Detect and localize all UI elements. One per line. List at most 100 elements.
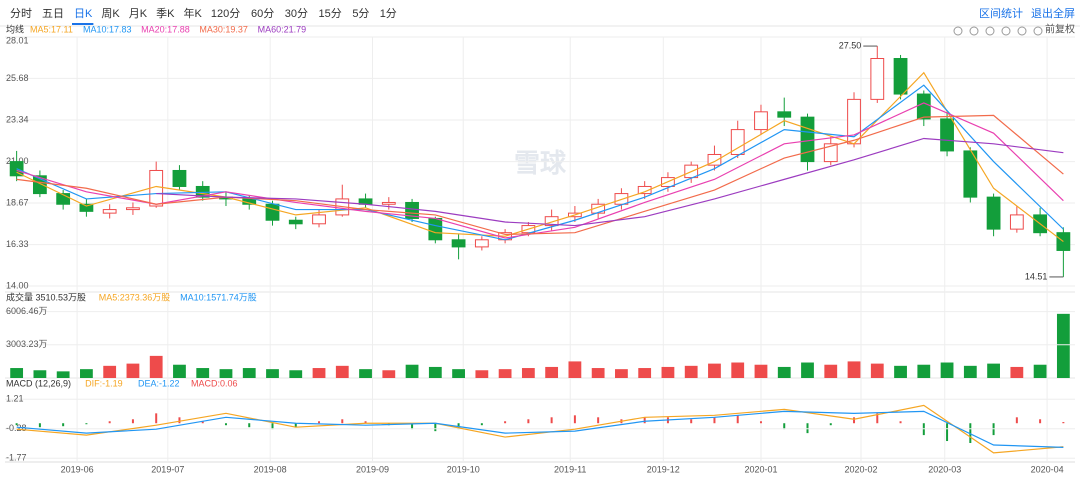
watermark: 雪球 [514, 148, 567, 178]
tab[interactable]: 日K [74, 8, 93, 20]
volume-bar [591, 368, 605, 378]
volume-bar [219, 369, 233, 378]
x-tick-label: 2020-04 [1031, 464, 1064, 474]
tab[interactable]: 月K [129, 8, 148, 20]
zoom-icons [953, 26, 1043, 36]
tab[interactable]: 1分 [380, 7, 397, 20]
candle-body [1009, 214, 1024, 230]
volume-bar [987, 363, 1000, 378]
volume-bar [801, 362, 814, 378]
tab[interactable]: 年K [184, 6, 203, 20]
icon[interactable] [1017, 26, 1027, 36]
candle-body [963, 150, 978, 198]
candle-body [893, 58, 908, 95]
candle-body [474, 239, 489, 248]
x-tick-label: 2019-11 [554, 464, 586, 474]
volume-bar [382, 370, 396, 378]
tab[interactable]: 5分 [352, 7, 369, 20]
volume-bar [731, 362, 745, 378]
legend-entry: MA5:2373.36万股 [99, 292, 171, 302]
candle-body [823, 143, 838, 163]
y-tick-label: 14.00 [6, 280, 29, 290]
x-tick-label: 2019-06 [61, 464, 94, 474]
volume-bar [777, 366, 791, 378]
volume-bar [359, 369, 372, 378]
tab[interactable]: 120分 [211, 7, 240, 20]
tab[interactable]: 季K [156, 7, 175, 20]
volume-bar [870, 363, 884, 378]
icon[interactable] [1001, 26, 1011, 36]
volume-bar [568, 361, 582, 378]
icon[interactable] [969, 26, 979, 36]
y-tick-label: 3003.23万 [6, 339, 48, 349]
tab[interactable]: 30分 [285, 7, 308, 20]
volume-title: 成交量 3510.53万股 [6, 291, 86, 302]
ma-line [16, 71, 1064, 243]
volume-bar [405, 364, 419, 378]
legend-entry: MA10:17.83 [83, 24, 132, 34]
tab[interactable]: 周K [101, 7, 120, 20]
volume-bar [684, 365, 698, 378]
candle-body [707, 153, 722, 166]
tab[interactable]: 分时 [10, 7, 32, 20]
volume-bar [242, 368, 256, 378]
ma-title: 均线 [6, 23, 24, 34]
candle-body [428, 217, 443, 241]
legend-entry: MA20:17.88 [141, 24, 190, 34]
icon[interactable] [1033, 26, 1043, 36]
candle-body [288, 219, 303, 225]
y-tick-label: 25.68 [6, 73, 29, 83]
volume-bar [894, 365, 907, 378]
x-tick-label: 2019-07 [151, 464, 184, 474]
icon[interactable] [985, 26, 995, 36]
candle-body [777, 111, 792, 118]
candle-body [451, 239, 466, 248]
volume-bar [708, 363, 721, 378]
ma-line [16, 114, 1064, 236]
y-tick-label: 16.33 [6, 239, 29, 249]
toolbar-link[interactable]: 区间统计 [979, 7, 1023, 20]
candle-body [126, 207, 140, 211]
volume-bar [917, 364, 931, 378]
candle-body [405, 201, 419, 219]
y-tick-label: 28.01 [6, 35, 29, 45]
x-tick-label: 2020-01 [744, 464, 777, 474]
candle-body [870, 58, 885, 100]
tab[interactable]: 60分 [251, 7, 274, 20]
y-tick-label: 18.67 [6, 197, 29, 207]
volume-bar [754, 364, 768, 378]
volume-bar [33, 370, 47, 378]
volume-bar [103, 365, 117, 378]
legend-entry: MACD:0.06 [191, 378, 238, 388]
volume-bar [498, 369, 512, 378]
legend-entry: MA60:21.79 [258, 24, 307, 34]
volume-bar [289, 370, 303, 378]
volume-bar [452, 369, 465, 378]
x-tick-label: 2019-12 [647, 464, 680, 474]
icon[interactable] [953, 26, 963, 36]
volume-bar [196, 368, 210, 378]
volume-bar [940, 362, 954, 378]
candle-body [940, 118, 954, 152]
volume-bar [1056, 313, 1070, 378]
annotation: 27.50 [839, 40, 862, 50]
legend-entry: MA10:1571.74万股 [180, 292, 257, 302]
adjust-mode[interactable]: 前复权 [1045, 23, 1075, 36]
tab[interactable]: 15分 [319, 7, 342, 20]
volume-bar [266, 369, 279, 378]
volume-bar [963, 365, 977, 378]
volume-bar [312, 368, 326, 378]
candle-body [312, 214, 326, 225]
candle-body [986, 196, 1001, 230]
y-tick-label: 1.21 [6, 394, 24, 404]
ma-line [16, 84, 1064, 241]
volume-bar [661, 366, 675, 378]
volume-bar [475, 370, 489, 378]
legend-entry: MA5:17.11 [30, 24, 73, 34]
toolbar-link[interactable]: 退出全屏 [1031, 6, 1075, 20]
candle-body [730, 129, 745, 155]
y-tick-label: 6006.46万 [6, 306, 48, 316]
tab[interactable]: 五日 [42, 8, 64, 20]
legend-entry: MA30:19.37 [199, 24, 248, 34]
